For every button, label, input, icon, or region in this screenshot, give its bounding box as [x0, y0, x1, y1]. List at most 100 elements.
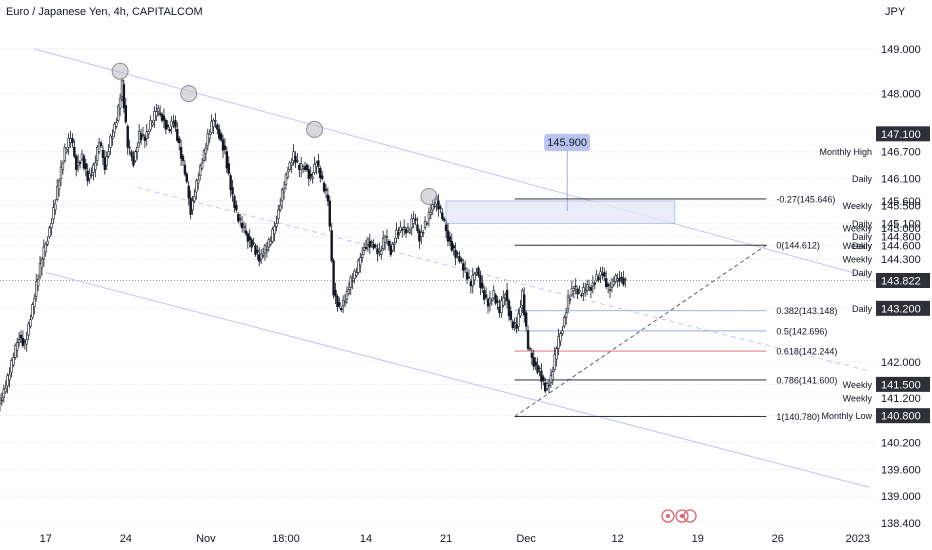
candle-body — [429, 211, 433, 215]
candle-body — [279, 205, 282, 211]
candle-body — [185, 173, 189, 182]
candle-body — [216, 124, 219, 130]
candle-body — [589, 287, 593, 291]
candle-body — [145, 131, 148, 139]
candle-body — [608, 289, 612, 291]
price-tag-bg — [876, 408, 930, 424]
candle-body — [328, 200, 331, 227]
candle-body — [246, 233, 250, 242]
candle-body — [496, 300, 499, 303]
candle-body — [572, 287, 576, 291]
candle-body — [521, 290, 524, 306]
candle-body — [422, 231, 425, 234]
candle-body — [320, 175, 324, 179]
candle-body — [454, 249, 457, 258]
candle-body — [296, 160, 299, 162]
candle-body — [505, 290, 509, 302]
support-trendline — [514, 244, 767, 417]
price-tag-label: 147.100 — [881, 129, 921, 141]
candle-body — [341, 299, 345, 306]
candle-body — [2, 389, 6, 399]
candle-body — [517, 313, 520, 327]
replay-forward-icon[interactable] — [675, 509, 689, 523]
candle-body — [116, 105, 120, 121]
candle-body — [408, 229, 412, 233]
candle-body — [80, 153, 84, 160]
replay-controls[interactable] — [661, 509, 697, 523]
candle-body — [425, 223, 429, 225]
candle-body — [545, 383, 549, 390]
candle-body — [12, 357, 15, 366]
candle-body — [444, 224, 448, 232]
candle-body — [414, 218, 417, 221]
candle-body — [294, 155, 297, 164]
candle-body — [620, 276, 623, 279]
grid-lines — [0, 48, 875, 524]
candle-body — [564, 312, 568, 318]
candle-body — [82, 155, 86, 169]
candle-body — [469, 281, 473, 287]
candle-body — [601, 273, 604, 276]
fib-level-label: 0.382(143.148) — [776, 306, 837, 316]
candle-body — [168, 129, 171, 132]
candle-body — [486, 299, 490, 307]
candle-body — [111, 136, 114, 139]
candle-body — [315, 162, 318, 167]
candle-body — [90, 174, 93, 176]
replay-icon[interactable] — [661, 509, 675, 523]
candle-body — [176, 129, 179, 141]
price-axis-label: 146.100 — [881, 174, 921, 186]
candle-body — [494, 294, 497, 304]
candle-body — [368, 240, 372, 248]
candle-body — [65, 149, 68, 153]
candle-body — [462, 263, 465, 271]
candle-body — [612, 281, 616, 285]
candle-body — [0, 398, 2, 405]
candle-body — [322, 182, 326, 192]
candle-body — [475, 272, 478, 275]
time-axis-label: 12 — [612, 533, 624, 545]
candle-body — [557, 336, 560, 349]
candle-body — [606, 284, 610, 287]
candle-body — [479, 275, 482, 288]
price-axis-label: 139.600 — [881, 464, 921, 476]
candle-body — [33, 298, 36, 308]
price-axis-label: 145.500 — [881, 200, 921, 212]
level-label: Monthly Low — [821, 411, 872, 421]
candle-body — [439, 206, 442, 209]
candle-body — [136, 146, 139, 153]
candle-body — [591, 282, 595, 287]
candle-body — [347, 289, 351, 294]
candle-body — [582, 287, 585, 294]
candle-body — [242, 225, 246, 229]
candle-body — [507, 300, 511, 317]
time-axis: 17 24 Nov 18:00 14 21 Dec 12 19 26 2023 — [40, 533, 870, 545]
candle-body — [492, 290, 495, 299]
candle-body — [427, 211, 431, 220]
candle-body — [191, 200, 194, 211]
candle-body — [585, 284, 589, 291]
candle-body — [309, 173, 312, 177]
candle-body — [286, 171, 290, 178]
candle-body — [374, 245, 377, 247]
candle-body — [183, 164, 187, 175]
candle-body — [99, 142, 103, 147]
candle-body — [526, 330, 530, 349]
candle-body — [17, 339, 21, 343]
candle-body — [282, 188, 286, 193]
candle-body — [290, 162, 293, 166]
candle-body — [202, 150, 206, 161]
price-tag-bg — [876, 300, 930, 316]
candle-body — [389, 245, 392, 255]
candle-body — [484, 294, 488, 298]
candle-body — [132, 155, 135, 166]
candle-body — [488, 298, 492, 305]
candle-body — [229, 175, 232, 191]
events-icon[interactable] — [683, 509, 697, 523]
candle-body — [605, 278, 608, 287]
candle-body — [418, 230, 421, 242]
candle-body — [391, 243, 394, 251]
candle-body — [442, 218, 446, 221]
candle-body — [313, 164, 316, 173]
